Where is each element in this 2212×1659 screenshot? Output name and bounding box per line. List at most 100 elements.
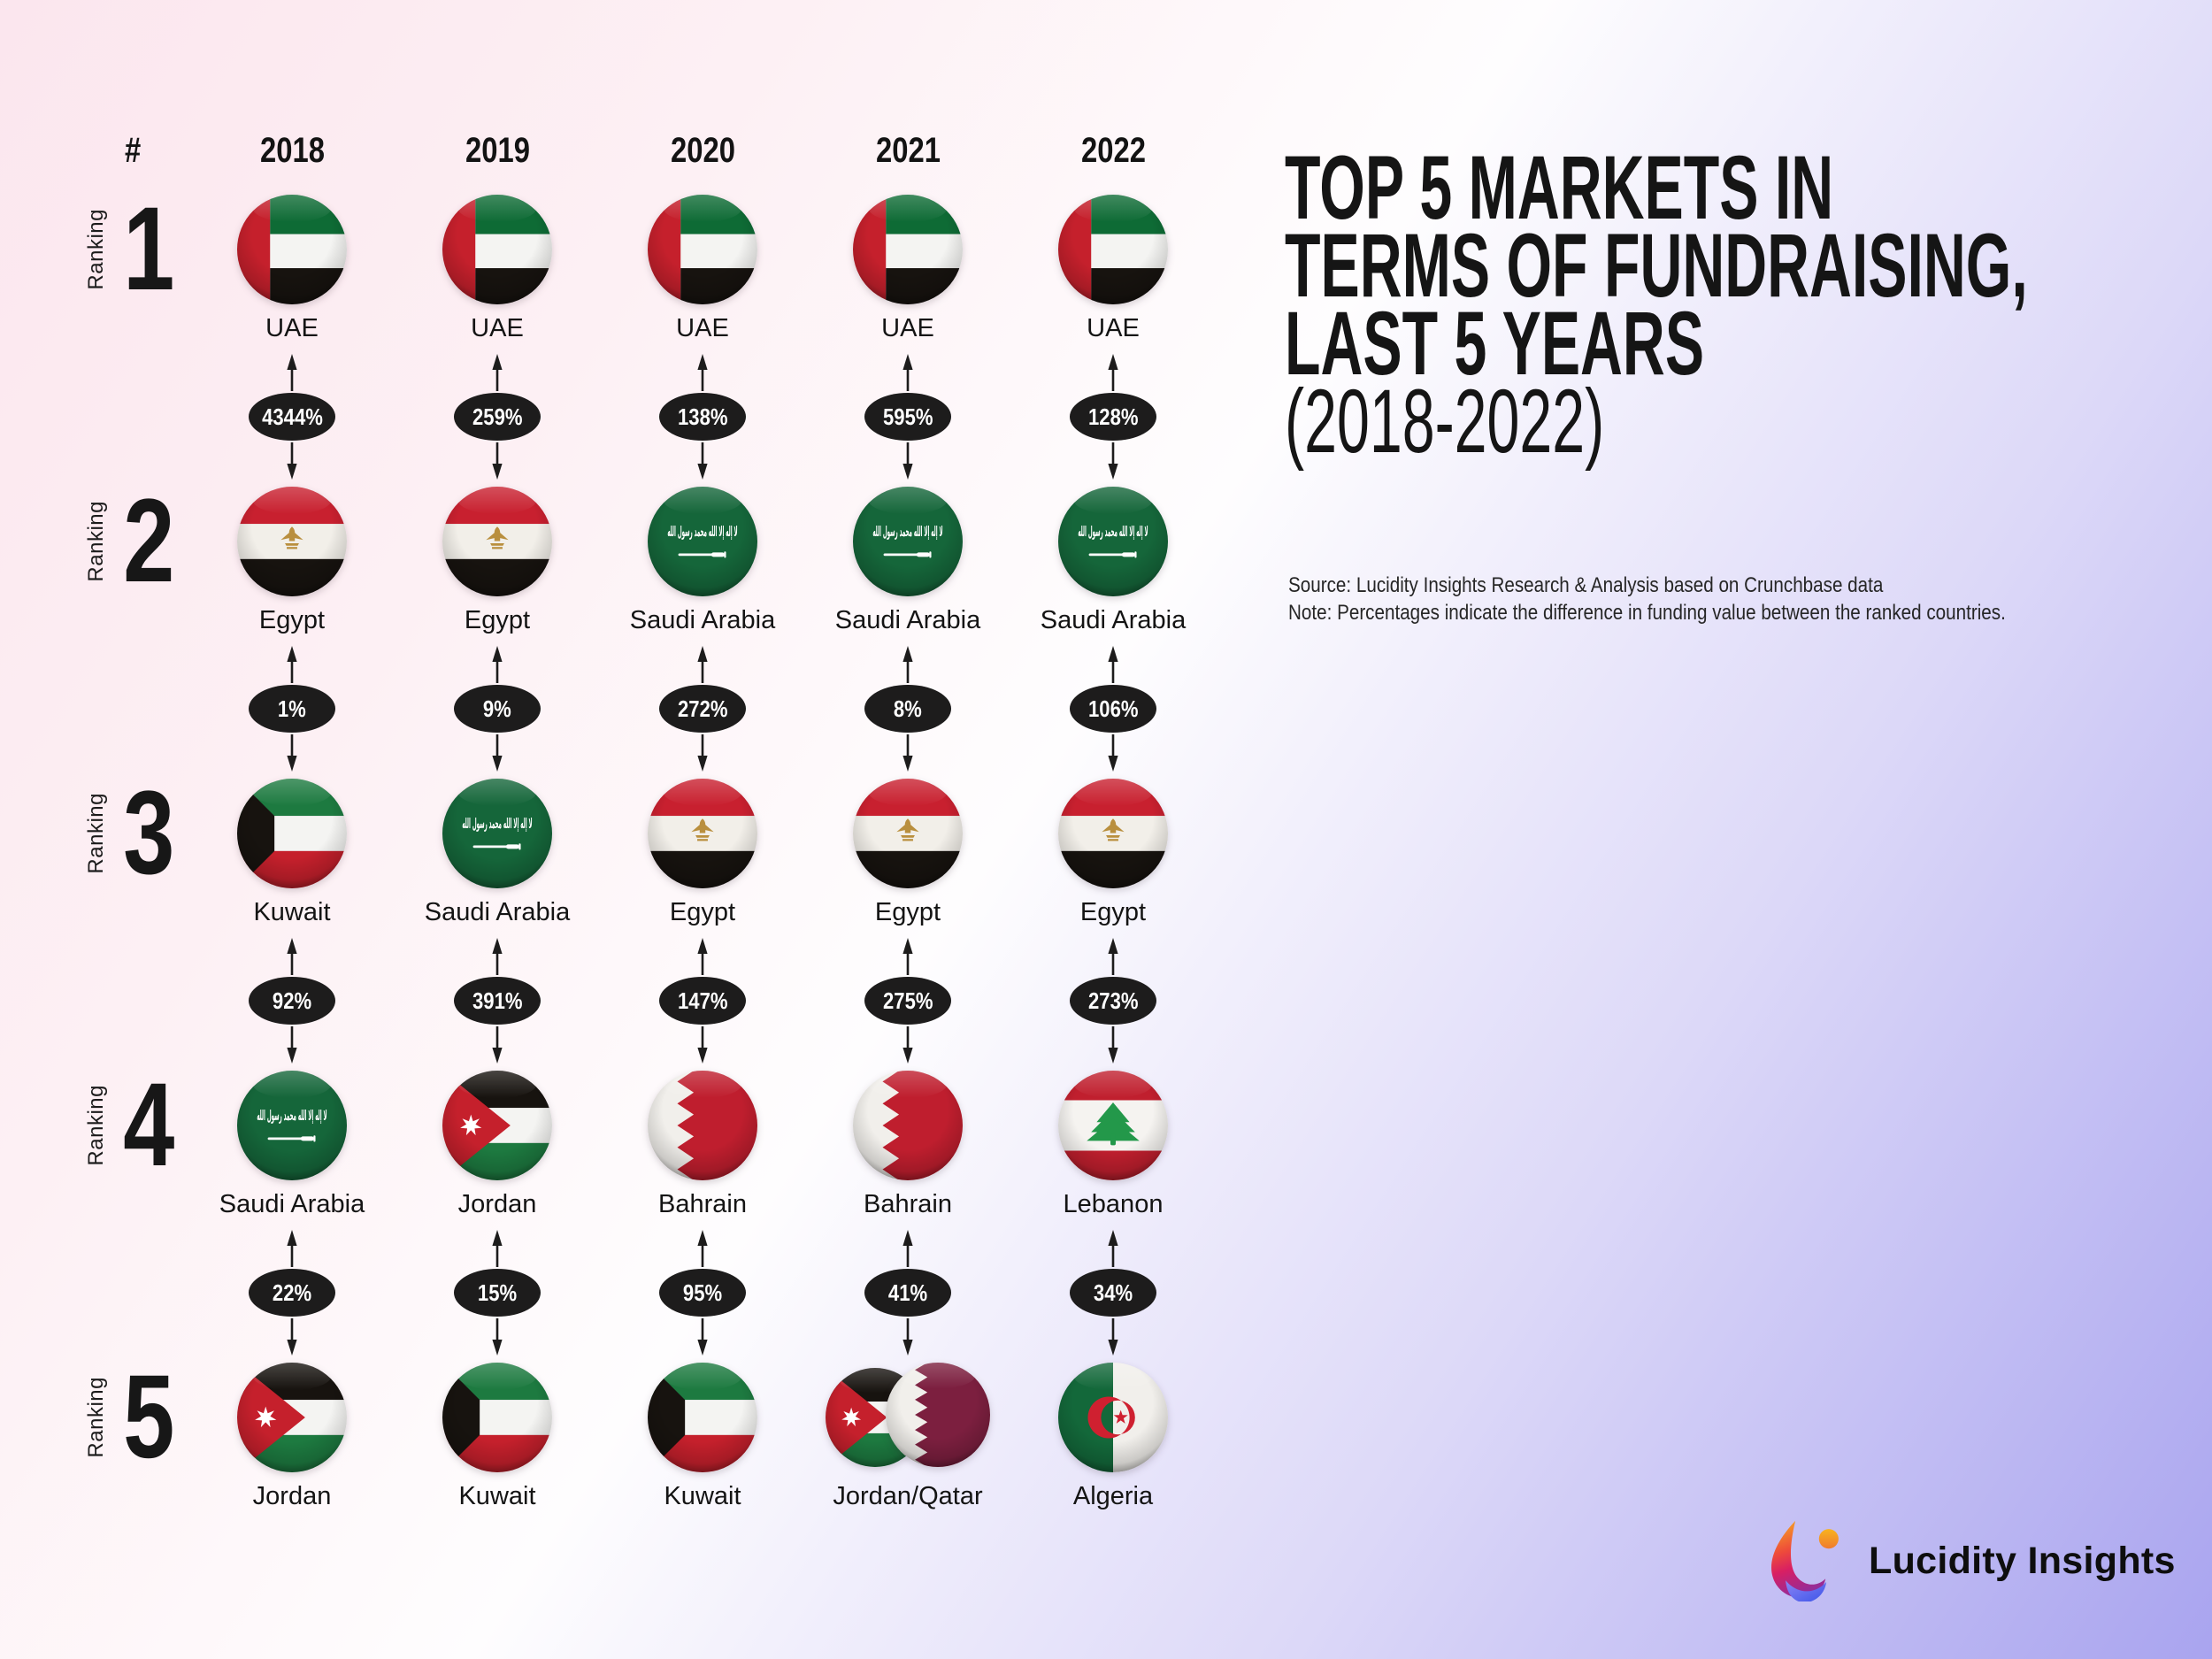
pct-badge-cell: 138% xyxy=(600,347,805,487)
saudi-flag-icon: لا إله إلا الله محمد رسول الله xyxy=(442,779,552,888)
year-header-2020: 2020 xyxy=(670,130,735,170)
market-cell: UAE xyxy=(1010,195,1216,347)
pct-badge: 147% xyxy=(659,977,746,1025)
arrow-up-icon xyxy=(902,354,913,391)
pct-badge: 273% xyxy=(1070,977,1156,1025)
arrow-up-icon xyxy=(492,1230,503,1267)
rank-number: 3 xyxy=(122,767,175,900)
arrow-up-icon xyxy=(492,354,503,391)
page-title-line: LAST 5 YEARS xyxy=(1285,293,1705,394)
arrow-up-icon xyxy=(287,354,297,391)
arrow-down-icon xyxy=(902,442,913,480)
title-block: TOP 5 MARKETS IN TERMS OF FUNDRAISING, L… xyxy=(1285,142,2212,472)
arrow-down-icon xyxy=(492,1318,503,1356)
country-label: UAE xyxy=(1087,314,1140,342)
arrow-up-icon xyxy=(1108,938,1118,975)
country-flag xyxy=(648,779,757,888)
pct-badge: 15% xyxy=(454,1269,541,1317)
pct-badge-cell: 1% xyxy=(189,639,395,779)
pct-badge-cell: 273% xyxy=(1010,931,1216,1071)
year-header-2018: 2018 xyxy=(259,130,325,170)
arrow-up-icon xyxy=(287,646,297,683)
bahrain-flag-icon xyxy=(853,1071,963,1180)
arrow-down-icon xyxy=(902,1026,913,1064)
saudi-flag-icon: لا إله إلا الله محمد رسول الله xyxy=(1058,487,1168,596)
pct-badge-cell: 92% xyxy=(189,931,395,1071)
arrow-up-icon xyxy=(902,938,913,975)
arrow-up-icon xyxy=(492,938,503,975)
arrow-down-icon xyxy=(287,1318,297,1356)
arrow-up-icon xyxy=(697,646,708,683)
pct-badge: 9% xyxy=(454,685,541,733)
egypt-flag-icon xyxy=(853,779,963,888)
source-note: Source: Lucidity Insights Research & Ana… xyxy=(1288,572,2006,626)
kuwait-flag-icon xyxy=(442,1363,552,1472)
market-cell: UAE xyxy=(395,195,600,347)
arrow-down-icon xyxy=(697,442,708,480)
arrow-up-icon xyxy=(287,1230,297,1267)
uae-flag-icon xyxy=(237,195,347,304)
country-flag xyxy=(442,1363,552,1472)
rank-number: 4 xyxy=(122,1059,175,1192)
pct-badge: 391% xyxy=(454,977,541,1025)
country-label: Jordan xyxy=(252,1482,332,1510)
market-cell: Jordan xyxy=(395,1071,600,1223)
market-cell: Egypt xyxy=(1010,779,1216,931)
lucidity-logo-text: Lucidity Insights xyxy=(1869,1539,2176,1582)
pct-badge-cell: 4344% xyxy=(189,347,395,487)
pct-badge-cell: 34% xyxy=(1010,1223,1216,1363)
country-flag xyxy=(853,195,963,304)
country-flag xyxy=(237,1363,347,1472)
pct-badge-cell: 15% xyxy=(395,1223,600,1363)
pct-badge: 95% xyxy=(659,1269,746,1317)
arrow-up-icon xyxy=(1108,1230,1118,1267)
market-cell: Bahrain xyxy=(805,1071,1010,1223)
country-flag xyxy=(853,1071,963,1180)
egypt-flag-icon xyxy=(648,779,757,888)
country-flag xyxy=(648,195,757,304)
ranking-cell-2: Ranking 2 xyxy=(76,482,189,601)
country-label: UAE xyxy=(881,314,934,342)
market-cell: لا إله إلا الله محمد رسول الله Saudi Ara… xyxy=(395,779,600,931)
pct-badge-cell: 595% xyxy=(805,347,1010,487)
market-cell: Egypt xyxy=(805,779,1010,931)
market-cell: لا إله إلا الله محمد رسول الله Saudi Ara… xyxy=(189,1071,395,1223)
bahrain-flag-icon xyxy=(648,1071,757,1180)
country-label: Egypt xyxy=(1079,898,1147,926)
rank-number: 1 xyxy=(122,183,175,316)
page-subtitle: (2018-2022) xyxy=(1285,371,1605,472)
country-flag xyxy=(1058,779,1168,888)
pct-badge-cell: 95% xyxy=(600,1223,805,1363)
country-flag xyxy=(237,779,347,888)
arrow-down-icon xyxy=(902,1318,913,1356)
country-flag: لا إله إلا الله محمد رسول الله xyxy=(648,487,757,596)
pct-badge-cell: 128% xyxy=(1010,347,1216,487)
saudi-flag-icon: لا إله إلا الله محمد رسول الله xyxy=(237,1071,347,1180)
country-flag: لا إله إلا الله محمد رسول الله xyxy=(442,779,552,888)
arrow-down-icon xyxy=(902,734,913,772)
rank-number: 5 xyxy=(122,1351,175,1484)
kuwait-flag-icon xyxy=(648,1363,757,1472)
flag-pair xyxy=(826,1363,990,1472)
country-flag xyxy=(648,1363,757,1472)
kuwait-flag-icon xyxy=(237,779,347,888)
country-label: Saudi Arabia xyxy=(629,606,776,634)
pct-badge-cell: 9% xyxy=(395,639,600,779)
ranking-label: Ranking xyxy=(83,793,108,874)
country-label: Jordan/Qatar xyxy=(833,1482,983,1510)
arrow-up-icon xyxy=(902,1230,913,1267)
lucidity-logo: Lucidity Insights xyxy=(1766,1520,2176,1601)
pct-badge: 128% xyxy=(1070,393,1156,441)
country-flag: لا إله إلا الله محمد رسول الله xyxy=(1058,487,1168,596)
ranking-label: Ranking xyxy=(83,209,108,290)
country-label: Egypt xyxy=(464,606,531,634)
country-label: Bahrain xyxy=(658,1190,747,1218)
country-label: Bahrain xyxy=(864,1190,952,1218)
country-label: UAE xyxy=(265,314,319,342)
qatar-flag-icon xyxy=(886,1363,990,1467)
country-label: Lebanon xyxy=(1063,1190,1164,1218)
country-flag: لا إله إلا الله محمد رسول الله xyxy=(853,487,963,596)
ranking-cell-1: Ranking 1 xyxy=(76,183,189,316)
market-cell: Lebanon xyxy=(1010,1071,1216,1223)
